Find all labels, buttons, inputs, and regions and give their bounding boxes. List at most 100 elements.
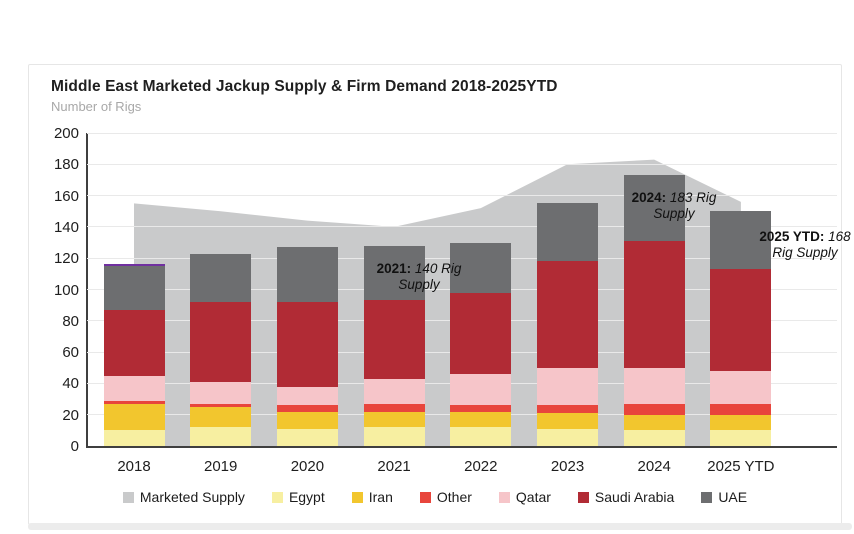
legend-label: UAE (718, 489, 748, 505)
grid-line (87, 195, 837, 197)
bar-2025-ytd (710, 211, 772, 446)
legend-item-saudi-arabia: Saudi Arabia (577, 489, 675, 505)
y-tick-label: 140 (53, 218, 79, 236)
bar-segment-uae (103, 264, 165, 310)
bar-segment-qatar (710, 370, 772, 404)
legend-swatch (351, 491, 363, 503)
bar-segment-saudi-arabia (450, 292, 512, 375)
legend-label: Qatar (515, 489, 551, 505)
bar-segment-other (190, 403, 252, 407)
bar-segment-saudi-arabia (537, 261, 598, 368)
bar-top-highlight (103, 264, 165, 267)
grid-line (87, 226, 837, 228)
legend-label: Iran (368, 489, 393, 505)
bar-segment-qatar (103, 375, 165, 401)
annotation-2025-ytd: 2025 YTD: 168 Rig Supply (759, 229, 851, 260)
y-tick-label: 60 (62, 344, 79, 362)
chart-title: Middle East Marketed Jackup Supply & Fir… (51, 78, 558, 95)
bar-segment-other (450, 405, 512, 412)
bar-segment-egypt (363, 427, 425, 446)
y-tick-label: 20 (62, 406, 79, 424)
bar-segment-uae (450, 242, 512, 293)
bar-segment-qatar (276, 386, 338, 406)
bar-segment-other (710, 403, 772, 415)
legend-item-marketed-supply: Marketed Supply (122, 489, 245, 505)
legend-item-qatar: Qatar (498, 489, 551, 505)
x-tick-label: 2021 (377, 458, 411, 475)
y-tick-label: 40 (62, 375, 79, 393)
legend-item-iran: Iran (351, 489, 393, 505)
bar-segment-uae (276, 247, 338, 303)
bar-segment-uae (190, 253, 252, 303)
bar-segment-egypt (103, 430, 165, 446)
bar-segment-egypt (710, 430, 772, 446)
grid-line (87, 132, 837, 134)
bar-2020 (276, 247, 338, 446)
x-tick-label: 2023 (550, 458, 585, 475)
bar-segment-other (537, 405, 598, 414)
y-tick-label: 100 (53, 281, 79, 299)
legend-swatch (701, 491, 713, 503)
y-tick-label: 180 (53, 156, 79, 174)
x-tick-label: 2020 (290, 458, 325, 475)
bar-segment-saudi-arabia (363, 300, 425, 379)
legend-label: Other (436, 489, 472, 505)
legend-label: Saudi Arabia (594, 489, 675, 505)
chart-subtitle: Number of Rigs (51, 99, 142, 114)
bar-2022 (450, 242, 512, 446)
bar-segment-uae (623, 175, 685, 241)
bar-segment-qatar (537, 367, 598, 406)
bar-segment-other (103, 400, 165, 404)
bar-segment-egypt (537, 428, 598, 446)
bar-segment-iran (103, 403, 165, 431)
legend-item-egypt: Egypt (271, 489, 325, 505)
bar-segment-saudi-arabia (710, 269, 772, 371)
bar-segment-qatar (450, 374, 512, 406)
x-tick-label: 2018 (117, 458, 151, 475)
bar-segment-other (363, 403, 425, 412)
annotation-2024: 2024: 183 Rig Supply (631, 190, 717, 221)
legend-swatch (122, 491, 134, 503)
bar-segment-other (623, 403, 685, 415)
bar-segment-iran (623, 414, 685, 431)
bar-segment-iran (450, 411, 512, 428)
legend-item-other: Other (419, 489, 472, 505)
bar-segment-egypt (450, 427, 512, 446)
bar-segment-egypt (623, 430, 685, 446)
bar-segment-uae (537, 203, 598, 262)
bar-segment-saudi-arabia (276, 302, 338, 387)
bar-segment-iran (276, 411, 338, 429)
bar-segment-egypt (190, 427, 252, 446)
bar-2023 (537, 203, 598, 446)
legend-swatch (419, 491, 431, 503)
y-tick-label: 160 (53, 187, 79, 205)
bar-segment-iran (537, 413, 598, 429)
bar-2021 (363, 245, 425, 446)
card-bottom-shadow (28, 523, 852, 530)
bar-segment-saudi-arabia (103, 309, 165, 376)
bar-segment-qatar (623, 367, 685, 404)
chart-legend: Marketed Supply Egypt Iran Other Qatar Saudi … (29, 489, 841, 505)
plot-area: 0 20 40 60 80 100 120 140 160 180 200 2018 2019 2020 2… (54, 126, 851, 475)
grid-line (87, 163, 837, 165)
legend-swatch (498, 491, 510, 503)
bar-segment-iran (190, 406, 252, 428)
bar-segment-iran (363, 411, 425, 428)
legend-item-uae: UAE (701, 489, 747, 505)
x-tick-label: 2025 YTD (707, 458, 775, 475)
y-tick-label: 120 (53, 250, 79, 268)
legend-swatch (577, 491, 589, 503)
bar-segment-qatar (363, 378, 425, 404)
bar-2018 (103, 264, 165, 446)
legend-label: Marketed Supply (139, 489, 245, 505)
y-tick-label: 0 (70, 438, 79, 455)
annotation-2021: 2021: 140 Rig Supply (376, 261, 462, 292)
chart-card: Middle East Marketed Jackup Supply & Fir… (28, 64, 851, 525)
x-axis-line (86, 446, 837, 448)
bar-2019 (190, 253, 252, 446)
bar-segment-uae (710, 211, 772, 270)
bar-segment-other (276, 405, 338, 412)
bar-2024 (623, 175, 685, 446)
bar-segment-uae (363, 245, 425, 301)
x-tick-label: 2024 (637, 458, 671, 475)
